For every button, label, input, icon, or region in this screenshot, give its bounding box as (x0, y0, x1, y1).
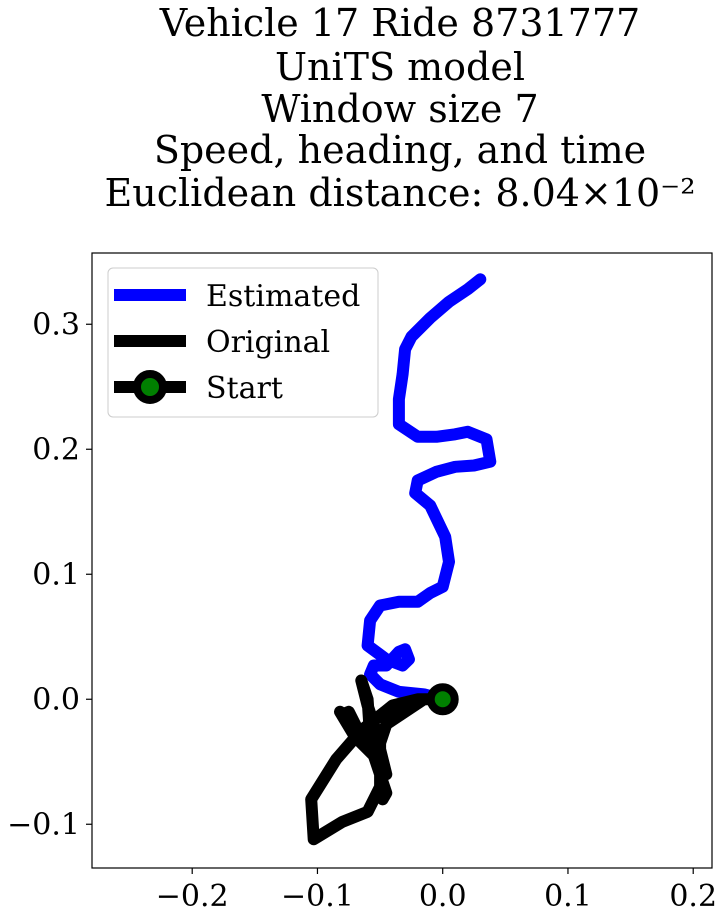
legend: Estimated Original Start (107, 267, 379, 418)
y-tick-label: 0.0 (32, 682, 80, 717)
legend-label-original: Original (206, 325, 330, 360)
y-tick-label: 0.3 (32, 307, 80, 342)
x-axis: −0.2 −0.1 0.0 0.1 0.2 (156, 868, 717, 914)
legend-label-start: Start (206, 371, 283, 406)
title-line-5: Euclidean distance: 8.04×10⁻² (105, 171, 696, 215)
legend-box (107, 267, 379, 418)
y-tick-label: 0.1 (32, 557, 80, 592)
title-line-4: Speed, heading, and time (154, 128, 646, 172)
x-tick-label: 0.1 (544, 879, 592, 914)
x-tick-label: −0.2 (156, 879, 229, 914)
plot-area (305, 273, 497, 846)
title-line-1: Vehicle 17 Ride 8731777 (159, 1, 640, 45)
y-axis: −0.1 0.0 0.1 0.2 0.3 (7, 307, 92, 842)
axes-frame (91, 252, 713, 869)
legend-start-marker (133, 370, 167, 404)
y-tick-label: −0.1 (7, 807, 80, 842)
chart-title: Vehicle 17 Ride 8731777 UniTS model Wind… (105, 1, 696, 215)
title-line-3: Window size 7 (261, 87, 538, 131)
title-line-2: UniTS model (275, 45, 525, 89)
y-tick-label: 0.2 (32, 432, 80, 467)
x-tick-label: −0.1 (281, 879, 354, 914)
x-tick-label: 0.0 (419, 879, 467, 914)
series-line-estimated (361, 273, 497, 706)
legend-label-estimated: Estimated (206, 279, 360, 314)
x-tick-label: 0.2 (669, 879, 717, 914)
series-line-original (305, 674, 449, 846)
start-marker (426, 683, 459, 716)
